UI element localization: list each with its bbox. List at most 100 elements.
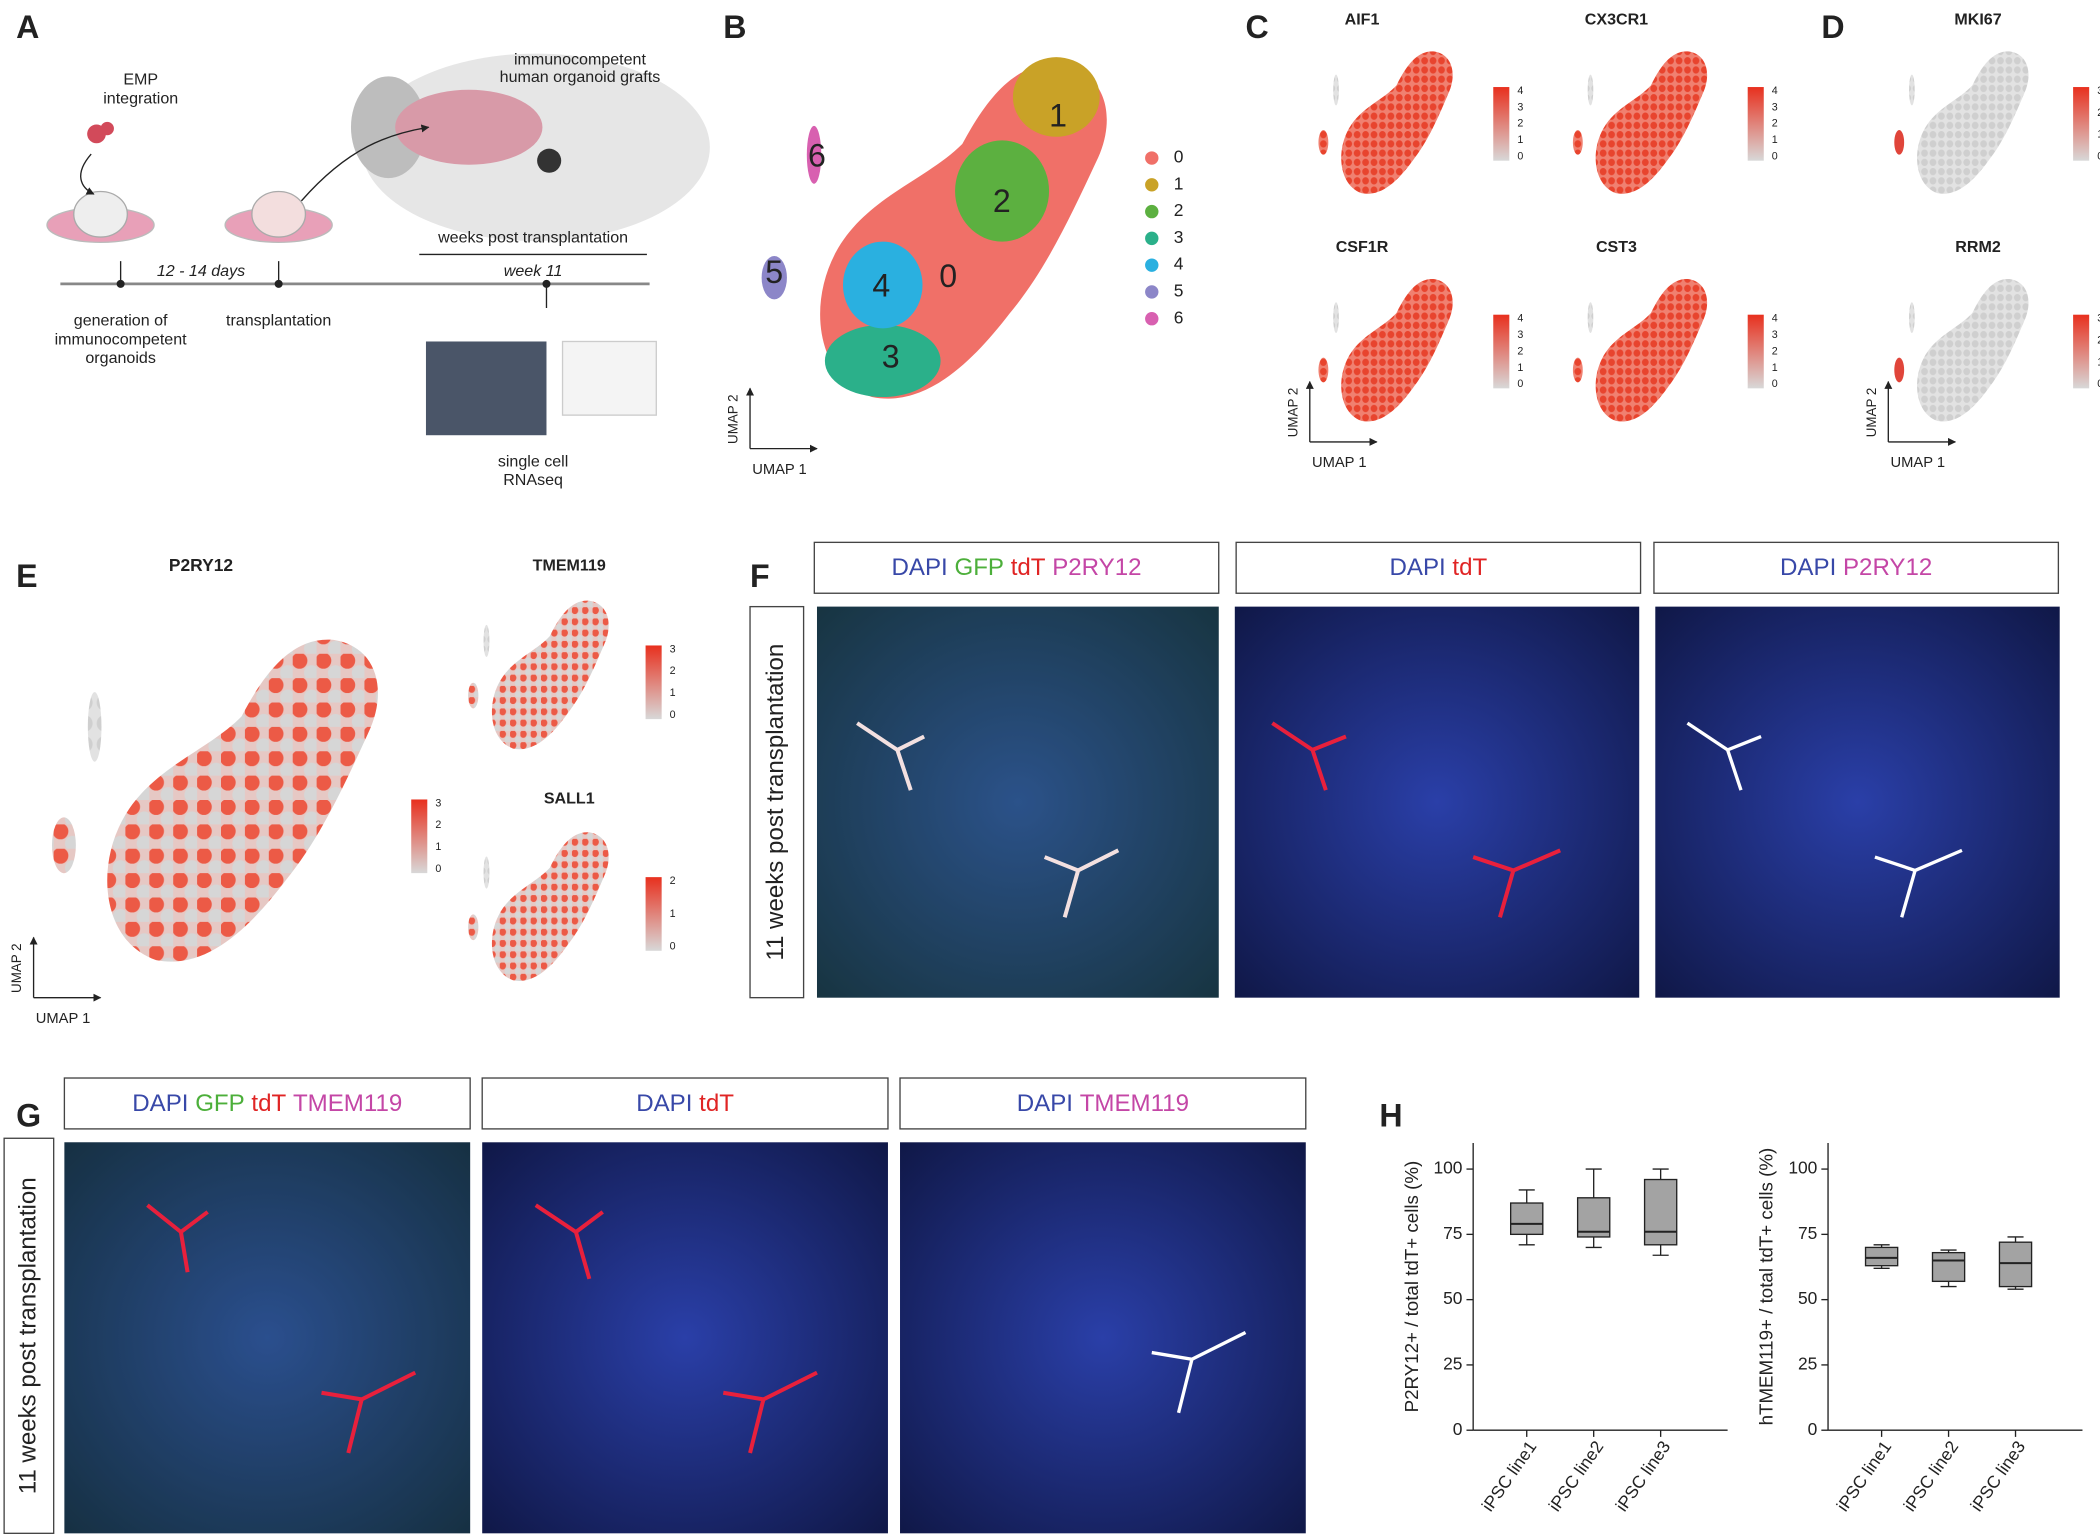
stain-name: TMEM119 xyxy=(1080,1090,1189,1117)
gene-title: CX3CR1 xyxy=(1585,10,1648,28)
stain-name: tdT xyxy=(251,1090,286,1117)
colorbar-tick-label: 2 xyxy=(670,875,676,887)
label: weeks post transplantation xyxy=(437,229,628,247)
umap-cells xyxy=(107,639,378,962)
umap-cells xyxy=(491,600,609,750)
box xyxy=(1998,1241,2033,1288)
umap-cells xyxy=(1333,74,1339,106)
umap-cells xyxy=(1318,130,1329,155)
axis-title: UMAP 2 xyxy=(1285,388,1300,438)
axis-title: UMAP 1 xyxy=(752,462,807,478)
umap-plot xyxy=(1894,51,2029,194)
colorbar-tick-label: 1 xyxy=(2097,356,2100,368)
umap-plot xyxy=(468,832,609,981)
legend-label: 0 xyxy=(1174,147,1184,167)
micrographs xyxy=(64,606,2060,1534)
stain-name: DAPI xyxy=(636,1090,692,1117)
label: generation of xyxy=(74,312,168,330)
panel-letter: B xyxy=(723,9,746,45)
umap-plot xyxy=(1318,51,1453,194)
label: immunocompetent xyxy=(514,51,647,69)
cluster-label: 6 xyxy=(808,138,826,174)
y-tick-label: 75 xyxy=(1798,1223,1817,1243)
stain-name: DAPI xyxy=(1780,554,1836,581)
umap-plot xyxy=(1318,279,1453,422)
box xyxy=(1931,1251,1966,1283)
header-box xyxy=(63,1077,471,1130)
colorbar-tick-label: 4 xyxy=(1517,313,1523,325)
legend-label: 2 xyxy=(1174,200,1184,220)
umap-cells xyxy=(1341,279,1453,422)
colorbar xyxy=(411,799,428,874)
gene-title: TMEM119 xyxy=(533,557,606,575)
cluster xyxy=(955,140,1050,242)
umap-cells xyxy=(1917,279,2029,422)
colorbar-tick-label: 1 xyxy=(670,687,676,699)
y-tick-label: 100 xyxy=(1788,1158,1817,1178)
box xyxy=(1643,1178,1678,1246)
x-tick-label: iPSC line2 xyxy=(1899,1437,1962,1515)
umap-cells xyxy=(1595,279,1708,422)
schematic xyxy=(46,53,710,436)
colorbar-tick-label: 3 xyxy=(1772,101,1778,113)
colorbar-tick-label: 2 xyxy=(2097,334,2100,346)
header-box xyxy=(899,1077,1307,1130)
x-tick-label: iPSC line1 xyxy=(1478,1437,1541,1515)
y-tick-label: 50 xyxy=(1443,1288,1462,1308)
umap-plot xyxy=(761,57,1107,399)
colorbar-tick-label: 2 xyxy=(670,665,676,677)
panel-letter: H xyxy=(1379,1098,1402,1134)
stain-header: DAPI tdT xyxy=(636,1090,734,1117)
colorbar-tick-label: 2 xyxy=(2097,107,2100,119)
y-tick-label: 50 xyxy=(1798,1288,1817,1308)
legend-swatch xyxy=(1145,285,1159,299)
side-label: 11 weeks post transplantation xyxy=(14,1177,41,1494)
y-tick-label: 75 xyxy=(1443,1223,1462,1243)
colorbar-tick-label: 1 xyxy=(1772,362,1778,374)
colorbar xyxy=(1747,87,1764,161)
umap-plot xyxy=(1572,51,1708,194)
legend-label: 1 xyxy=(1174,173,1184,193)
colorbar-tick-label: 3 xyxy=(2097,313,2100,325)
colorbar-tick-label: 0 xyxy=(1772,151,1778,163)
colorbar-tick-label: 1 xyxy=(1517,362,1523,374)
colorbar-tick-label: 0 xyxy=(2097,151,2100,163)
y-tick-label: 0 xyxy=(1453,1419,1463,1439)
colorbar xyxy=(645,645,662,720)
y-tick-label: 25 xyxy=(1443,1354,1462,1374)
colorbar-tick-label: 3 xyxy=(2097,85,2100,97)
colorbar-tick-label: 1 xyxy=(435,841,441,853)
colorbar-tick-label: 0 xyxy=(435,863,441,875)
cluster xyxy=(761,256,787,300)
colorbar xyxy=(1747,314,1764,389)
colorbar-tick-label: 2 xyxy=(1517,118,1523,130)
umap-cells xyxy=(51,817,76,874)
gene-title: AIF1 xyxy=(1345,10,1380,28)
legend-swatch xyxy=(1145,231,1159,246)
panel-letter: C xyxy=(1246,9,1269,45)
umap-plot xyxy=(1894,279,2029,422)
umap-cells xyxy=(1894,357,1905,383)
umap-cells xyxy=(1333,302,1339,334)
label: integration xyxy=(103,89,178,107)
label: human organoid grafts xyxy=(500,68,661,86)
stain-name: GFP xyxy=(195,1090,245,1117)
gene-title: RRM2 xyxy=(1955,238,2001,256)
side-label: 11 weeks post transplantation xyxy=(762,644,789,961)
umap-cells xyxy=(1894,130,1905,155)
label: RNAseq xyxy=(503,471,563,489)
colorbar xyxy=(2073,87,2090,161)
colorbar-tick-label: 3 xyxy=(670,643,676,655)
stain-name: GFP xyxy=(954,554,1004,581)
label: transplantation xyxy=(226,312,331,330)
umap-cells xyxy=(1318,357,1329,383)
side-label-box xyxy=(3,1137,55,1534)
label: 12 - 14 days xyxy=(157,262,245,280)
x-tick-label: iPSC line3 xyxy=(1966,1437,2029,1515)
stain-header: DAPI GFP tdT P2RY12 xyxy=(892,554,1142,581)
panel-letter: D xyxy=(1821,9,1844,45)
colorbar xyxy=(1493,314,1510,389)
colorbar-tick-label: 3 xyxy=(435,797,441,809)
gene-title: MKI67 xyxy=(1954,10,2001,28)
legend-swatch xyxy=(1145,258,1159,272)
